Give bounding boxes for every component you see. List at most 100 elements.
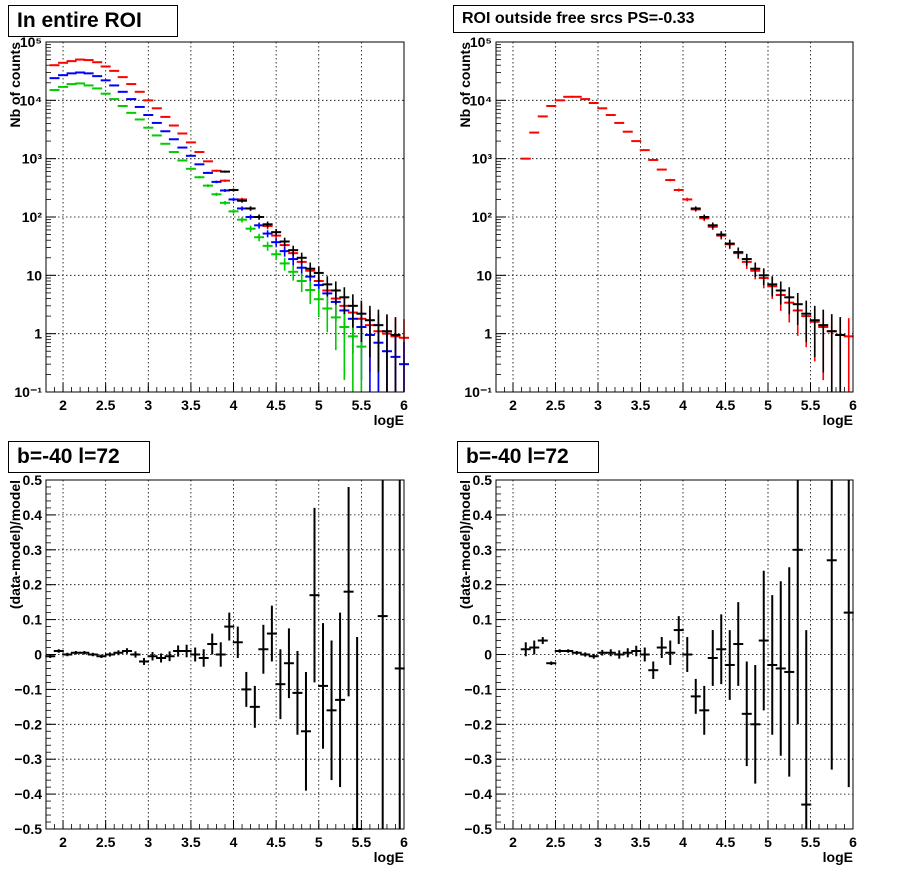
y-tick-label: 0.4	[23, 507, 43, 523]
chart-panel-4: 2 2.5 3 3.5 4 4.5 5 5.5 6 −0.5 −0.4 −0.3 −0.2 −0.1 0 0.…	[457, 472, 857, 865]
data-point	[322, 296, 333, 333]
data-point	[690, 206, 701, 211]
x-tick-label: 3	[144, 834, 152, 850]
y-axis-label: Nb of counts	[457, 42, 473, 128]
x-tick-label: 5	[315, 397, 323, 413]
data-point	[224, 612, 235, 641]
data-point	[826, 480, 837, 770]
data-point	[288, 245, 299, 256]
data-point	[356, 300, 367, 343]
y-tick-label: −0.5	[14, 821, 42, 837]
data-point	[809, 305, 820, 358]
data-point	[699, 214, 710, 220]
data-point	[254, 233, 265, 242]
data-point	[266, 605, 277, 662]
y-tick-label: 10	[26, 267, 42, 283]
data-point	[682, 637, 693, 672]
data-point	[130, 651, 141, 658]
x-tick-label: 5.5	[801, 834, 821, 850]
data-point	[767, 595, 778, 735]
data-point	[775, 581, 786, 756]
y-tick-label: 0.4	[473, 507, 493, 523]
y-tick-label: −0.3	[464, 751, 492, 767]
y-tick-label: 0.1	[23, 612, 43, 628]
y-tick-label: 0.5	[23, 472, 43, 488]
x-tick-label: 2.5	[96, 834, 116, 850]
data-point	[164, 651, 175, 662]
data-series-1	[520, 480, 854, 829]
data-point	[62, 652, 73, 657]
data-point	[271, 249, 282, 261]
plot-area	[496, 42, 853, 392]
x-axis: 2 2.5 3 3.5 4 4.5 5 5.5 6	[495, 42, 857, 413]
y-tick-label: 10⁻¹	[464, 384, 492, 400]
data-point	[750, 664, 761, 784]
data-point	[716, 614, 727, 685]
x-tick-label: 6	[849, 834, 857, 850]
x-tick-label: 5	[315, 834, 323, 850]
y-axis-label: (data-model)/model	[457, 480, 473, 609]
x-tick-label: 2	[59, 397, 67, 413]
data-point	[733, 602, 744, 686]
data-series-1	[45, 480, 405, 830]
x-tick-label: 4.5	[266, 834, 286, 850]
x-tick-label: 5.5	[352, 397, 372, 413]
data-point	[343, 486, 354, 697]
chart-panel-1: 2 2.5 3 3.5 4 4.5 5 5.5 6 10⁻¹ 1 10 10² 10³ 10⁴ 10⁵ logE…	[7, 34, 409, 428]
x-axis-label: logE	[823, 849, 853, 865]
data-point	[305, 281, 316, 304]
x-tick-label: 2	[509, 834, 517, 850]
data-point	[529, 640, 540, 655]
data-point	[818, 309, 829, 373]
data-point	[271, 238, 282, 247]
x-tick-label: 4	[679, 834, 687, 850]
y-tick-label: 1	[484, 326, 492, 342]
data-point	[202, 171, 213, 174]
data-point	[520, 642, 531, 657]
data-point	[70, 651, 81, 655]
data-point	[309, 507, 320, 683]
y-tick-label: 0.1	[473, 612, 493, 628]
y-tick-label: 1	[34, 326, 42, 342]
x-tick-label: 2.5	[546, 397, 566, 413]
x-tick-label: 2.5	[546, 834, 566, 850]
x-axis: 2 2.5 3 3.5 4 4.5 5 5.5 6	[495, 480, 857, 850]
data-point	[237, 206, 248, 211]
data-point	[147, 652, 158, 661]
y-tick-label: −0.1	[14, 681, 42, 697]
data-point	[690, 678, 701, 714]
data-point	[87, 652, 98, 657]
data-point	[750, 262, 761, 277]
x-tick-label: 3.5	[631, 397, 651, 413]
data-point	[156, 653, 167, 663]
x-tick-label: 4.5	[266, 397, 286, 413]
y-axis-label: Nb of counts	[7, 42, 23, 128]
data-point	[597, 649, 608, 656]
data-point	[724, 239, 735, 249]
data-point	[682, 197, 693, 202]
data-point	[673, 616, 684, 645]
data-point	[784, 567, 795, 777]
data-point	[104, 652, 115, 657]
data-point	[373, 309, 384, 373]
data-point	[190, 647, 201, 662]
x-tick-label: 3	[594, 834, 602, 850]
y-axis-label: (data-model)/model	[7, 480, 23, 609]
plot-frame	[45, 479, 405, 830]
y-tick-label: 0	[484, 647, 492, 663]
x-axis-label: logE	[823, 412, 853, 428]
data-point	[194, 176, 205, 179]
x-tick-label: 5	[764, 397, 772, 413]
data-point	[313, 266, 324, 283]
data-point	[330, 281, 341, 305]
x-tick-label: 3	[594, 397, 602, 413]
data-point	[271, 228, 282, 236]
series-group	[520, 480, 854, 829]
data-point	[220, 189, 230, 193]
data-point	[220, 170, 230, 173]
data-point	[283, 628, 294, 699]
data-point	[390, 317, 401, 392]
data-series-4	[220, 170, 401, 392]
series-group	[520, 95, 854, 392]
y-tick-label: −0.2	[464, 716, 492, 732]
